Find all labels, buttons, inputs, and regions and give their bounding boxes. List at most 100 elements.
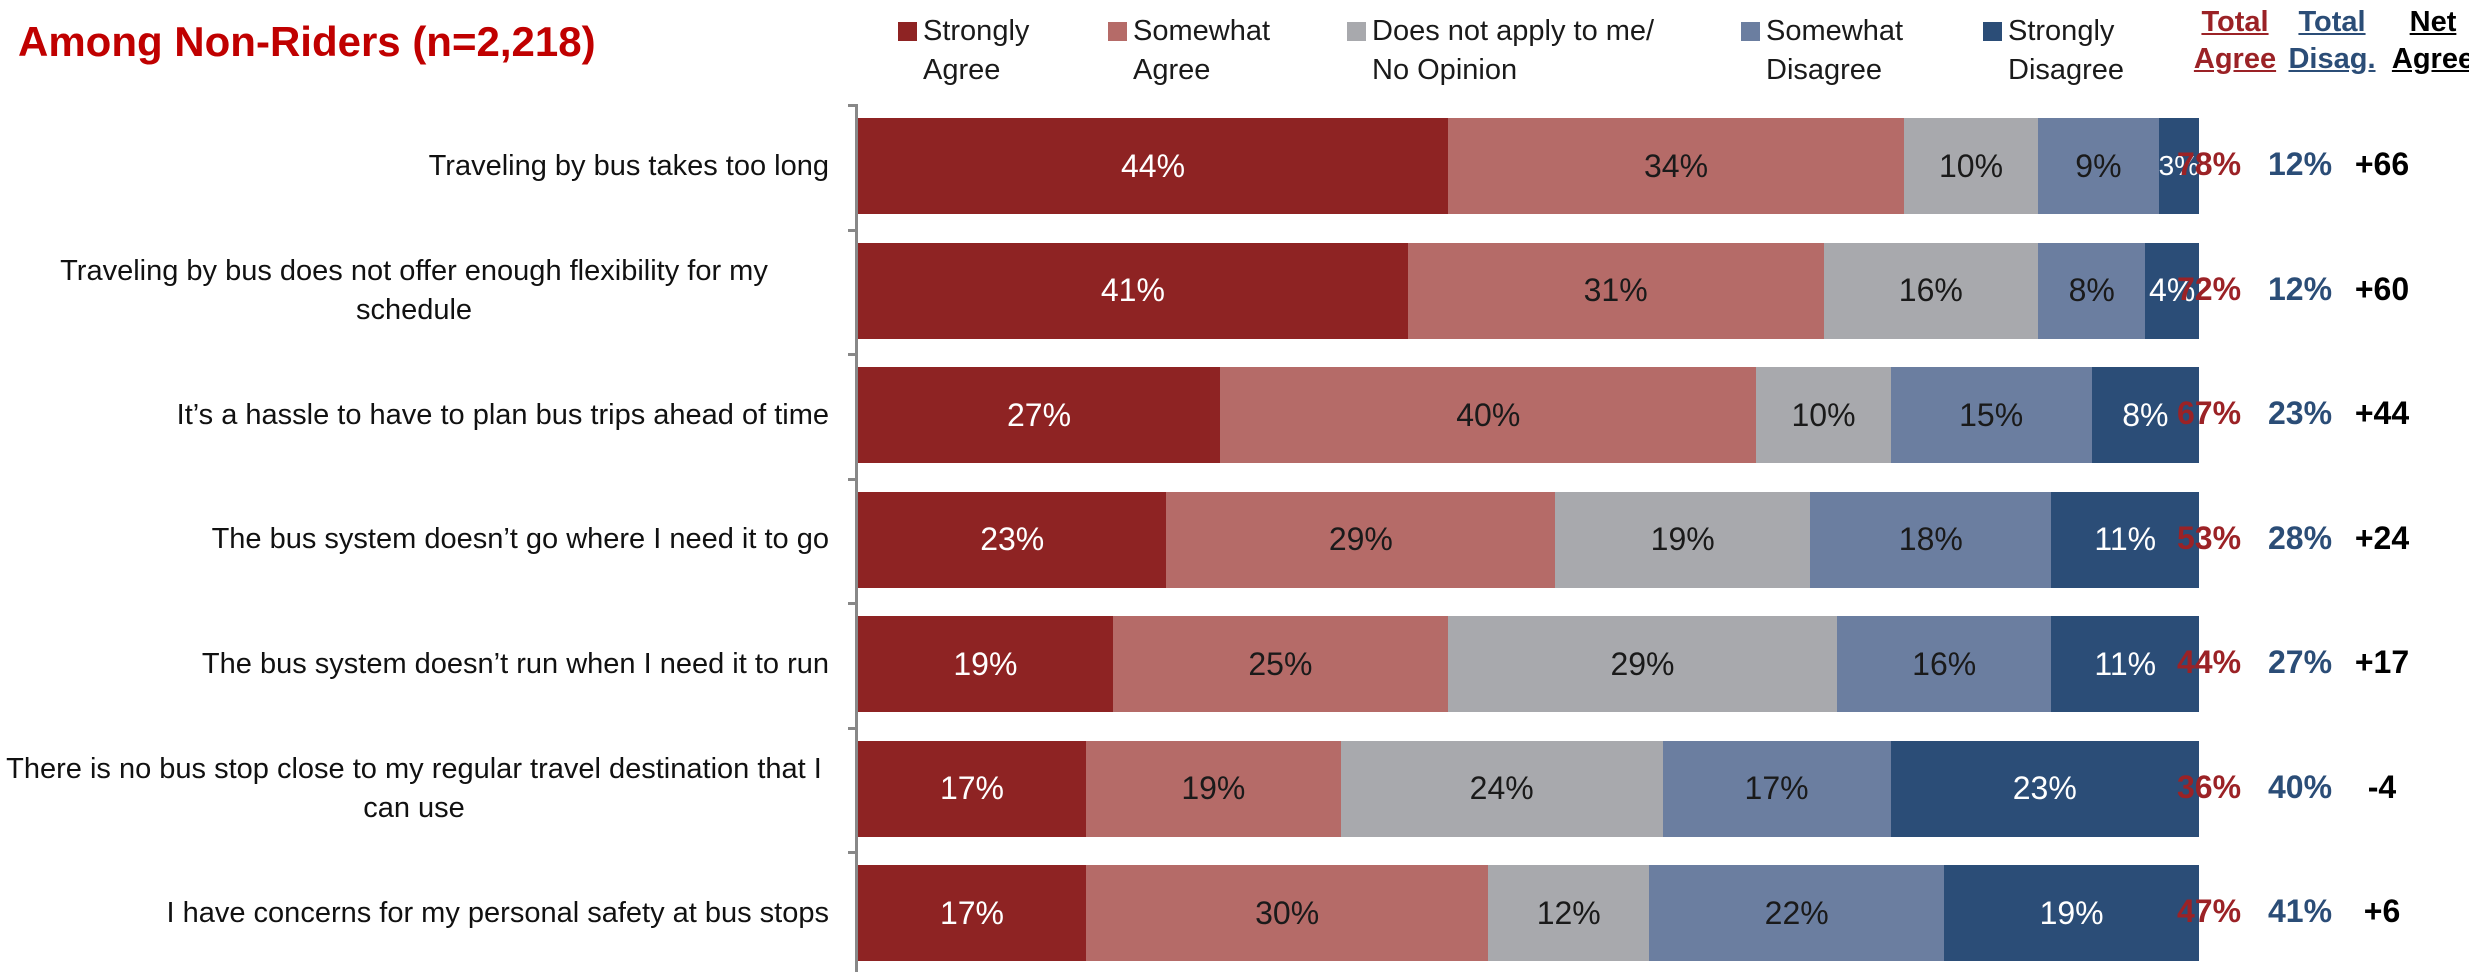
category-label: There is no bus stop close to my regular… — [0, 741, 829, 837]
bar-data-label: 11% — [2094, 645, 2157, 682]
axis-tick — [848, 851, 858, 854]
bar-data-label: 34% — [1643, 147, 1709, 184]
category-label-text: The bus system doesn’t go where I need i… — [211, 523, 829, 555]
bar-segment: 44% — [858, 118, 1449, 214]
total-disagree-value: 41% — [2267, 893, 2333, 929]
legend-swatch — [1347, 22, 1366, 41]
axis-tick — [848, 104, 858, 107]
bar-segment: 16% — [1823, 242, 2039, 339]
bar-data-label: 8% — [2122, 396, 2169, 433]
legend-label: Strongly Agree — [923, 15, 1030, 86]
net-agree-value: -4 — [2367, 768, 2397, 805]
bar-segment: 30% — [1085, 865, 1489, 961]
bar-data-label: 16% — [1898, 272, 1963, 308]
bar-data-label: 23% — [980, 521, 1045, 557]
bar-segment: 19% — [1944, 865, 2199, 961]
bar-segment: 40% — [1220, 367, 1757, 463]
bar-data-label: 40% — [1456, 396, 1521, 433]
bar-segment: 12% — [1488, 865, 1650, 961]
category-label-text: Traveling by bus takes too long — [428, 149, 829, 182]
bar-data-label: 19% — [1650, 521, 1715, 557]
bar-segment: 27% — [858, 367, 1221, 463]
bar-data-label: 11% — [2094, 521, 2157, 557]
axis-tick — [848, 602, 858, 605]
bar-data-label: 16% — [1912, 645, 1977, 682]
bar-data-label: 8% — [2068, 272, 2115, 308]
bar-segment: 15% — [1890, 367, 2092, 463]
chart-title: Among Non-Riders (n=2,218) — [18, 18, 596, 65]
total-disagree-value: 23% — [2267, 395, 2333, 431]
legend-label: Strongly Disagree — [2008, 15, 2125, 86]
bar-segment: 22% — [1649, 865, 1945, 961]
bar-data-label: 10% — [1791, 396, 1856, 433]
category-label: I have concerns for my personal safety a… — [0, 865, 830, 961]
bar-segment: 11% — [2051, 616, 2199, 712]
net-agree-value: +60 — [2354, 270, 2410, 307]
bar-data-label: 4% — [2149, 272, 2196, 308]
bar-data-label: 29% — [1328, 521, 1393, 557]
bar-segment: 4% — [2145, 242, 2199, 339]
bar-segment: 29% — [1166, 491, 1556, 588]
chart-axis — [855, 104, 858, 972]
net-agree-value: +6 — [2363, 893, 2401, 929]
bar-segment: 19% — [1085, 740, 1341, 837]
category-label-text: The bus system doesn’t run when I need i… — [201, 647, 829, 680]
bar-data-label: 9% — [2075, 147, 2122, 184]
bar-data-label: 41% — [1100, 272, 1165, 308]
bar-data-label: 18% — [1898, 521, 1963, 557]
category-label-text: Traveling by bus does not offer enough f… — [60, 254, 768, 326]
bar-segment: 8% — [2091, 367, 2199, 463]
total-disagree-value: 12% — [2267, 146, 2333, 182]
bar-data-label: 44% — [1120, 147, 1186, 184]
total-agree-value: 67% — [2176, 395, 2242, 431]
bar-segment: 3% — [2159, 118, 2199, 214]
category-label: The bus system doesn’t run when I need i… — [0, 616, 829, 712]
category-label: The bus system doesn’t go where I need i… — [0, 492, 829, 588]
bar-data-label: 17% — [939, 894, 1004, 931]
category-label-text: I have concerns for my personal safety a… — [166, 896, 830, 929]
net-agree-value: +24 — [2354, 519, 2410, 556]
bar-data-label: 17% — [1744, 770, 1809, 806]
total-disagree-value: 27% — [2267, 644, 2333, 680]
bar-data-label: 30% — [1255, 894, 1320, 931]
bar-segment: 23% — [1890, 740, 2199, 837]
bar-segment: 18% — [1810, 491, 2052, 588]
legend-label: Somewhat Agree — [1133, 15, 1271, 86]
bar-data-label: 24% — [1469, 770, 1534, 806]
total-agree-value: 78% — [2176, 146, 2242, 182]
legend-swatch — [1108, 22, 1127, 41]
bar-data-label: 22% — [1764, 894, 1829, 931]
legend-label: Somewhat Disagree — [1766, 15, 1904, 86]
bar-data-label: 31% — [1583, 272, 1648, 308]
total-disagree-value: 12% — [2267, 270, 2333, 307]
bar-segment: 8% — [2038, 242, 2146, 339]
axis-tick — [848, 353, 858, 356]
bar-segment: 25% — [1112, 616, 1449, 712]
bar-data-label: 19% — [1181, 770, 1246, 806]
bar-data-label: 25% — [1248, 645, 1313, 682]
net-agree-value: +66 — [2354, 146, 2410, 182]
bar-data-label: 19% — [2039, 894, 2104, 931]
category-label: It’s a hassle to have to plan bus trips … — [0, 367, 829, 463]
col-head-total-agree: Total Agree — [2193, 6, 2277, 75]
bar-segment: 29% — [1448, 616, 1837, 712]
legend-swatch — [1983, 22, 2002, 41]
bar-segment: 9% — [2038, 118, 2159, 214]
net-agree-value: +44 — [2354, 395, 2410, 431]
total-agree-value: 44% — [2176, 644, 2242, 680]
bar-data-label: 3% — [2158, 150, 2200, 181]
axis-tick — [848, 726, 858, 730]
net-agree-value: +17 — [2354, 644, 2410, 680]
total-agree-value: 47% — [2176, 893, 2242, 929]
bar-segment: 17% — [1662, 740, 1891, 837]
bar-data-label: 23% — [2012, 770, 2077, 806]
bar-data-label: 15% — [1959, 396, 2024, 433]
bar-segment: 19% — [1555, 491, 1811, 588]
category-label-text: There is no bus stop close to my regular… — [6, 752, 822, 824]
bar-data-label: 10% — [1938, 147, 2004, 184]
total-agree-value: 53% — [2176, 519, 2242, 556]
total-agree-value: 36% — [2176, 768, 2242, 805]
total-disagree-value: 28% — [2267, 519, 2333, 556]
bar-data-label: 19% — [953, 645, 1018, 682]
bar-segment: 11% — [2051, 491, 2199, 588]
